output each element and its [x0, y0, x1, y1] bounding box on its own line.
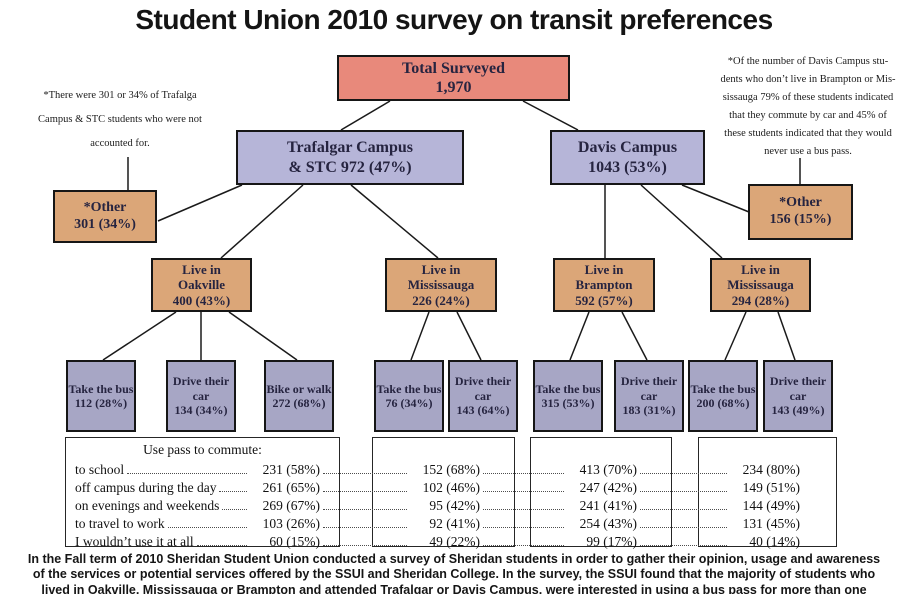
- box-mode-bike-walk-oakville: Bike or walk 272 (68%): [264, 360, 334, 432]
- footnote-davis: *Of the number of Davis Campus stu- dent…: [720, 56, 896, 158]
- dot-leader: [323, 526, 407, 528]
- dot-leader: [219, 490, 247, 492]
- box-live-brampton: Live in Brampton 592 (57%): [553, 258, 655, 312]
- table-row: off campus during the day 261 (65%) 102 …: [65, 478, 800, 496]
- dot-leader: [640, 544, 727, 546]
- row-value: 247 (42%): [579, 480, 637, 495]
- dot-leader: [483, 490, 564, 492]
- box-davis-campus: Davis Campus 1043 (53%): [550, 130, 705, 185]
- row-label: to travel to work: [75, 516, 165, 531]
- row-value: 254 (43%): [579, 516, 637, 531]
- dot-leader: [323, 508, 407, 510]
- dot-leader: [640, 490, 727, 492]
- row-value: 103 (26%): [262, 516, 320, 531]
- box-total-surveyed: Total Surveyed 1,970: [337, 55, 570, 101]
- page-title: Student Union 2010 survey on transit pre…: [135, 4, 773, 35]
- row-value: 152 (68%): [422, 462, 480, 477]
- box-mode-drive-car-oakville: Drive their car 134 (34%): [166, 360, 236, 432]
- dot-leader: [640, 508, 727, 510]
- row-value: 413 (70%): [579, 462, 637, 477]
- footer-text: In the Fall term of 2010 Sheridan Studen…: [27, 552, 881, 594]
- row-label: off campus during the day: [75, 480, 217, 495]
- row-value: 269 (67%): [262, 498, 320, 513]
- footnote-trafalgar: *There were 301 or 34% of Trafalga Campu…: [38, 90, 202, 150]
- box-mode-take-bus-mississauga-d: Take the bus 200 (68%): [688, 360, 758, 432]
- table-header: Use pass to commute:: [143, 442, 262, 457]
- table-row: to travel to work 103 (26%) 92 (41%) 254…: [65, 514, 800, 532]
- dot-leader: [483, 508, 564, 510]
- table-row: I wouldn’t use it at all 60 (15%) 49 (22…: [65, 532, 800, 550]
- row-value: 241 (41%): [579, 498, 637, 513]
- box-other-trafalgar: *Other 301 (34%): [53, 190, 157, 243]
- box-mode-take-bus-brampton: Take the bus 315 (53%): [533, 360, 603, 432]
- row-label: I wouldn’t use it at all: [75, 534, 194, 549]
- row-value: 231 (58%): [262, 462, 320, 477]
- box-live-mississauga-trafalgar: Live in Mississauga 226 (24%): [385, 258, 497, 312]
- dot-leader: [323, 544, 407, 546]
- dot-leader: [483, 544, 564, 546]
- dot-leader: [483, 526, 564, 528]
- dot-leader: [196, 544, 247, 546]
- box-live-mississauga-davis: Live in Mississauga 294 (28%): [710, 258, 811, 312]
- dot-leader: [640, 526, 727, 528]
- table-box-mississauga-trafalgar: [372, 437, 515, 547]
- box-live-oakville: Live in Oakville 400 (43%): [151, 258, 252, 312]
- row-value: 49 (22%): [429, 534, 480, 549]
- table-box-mississauga-davis: [698, 437, 837, 547]
- row-value: 102 (46%): [422, 480, 480, 495]
- table-box-brampton: [530, 437, 672, 547]
- dot-leader: [323, 490, 407, 492]
- row-value: 60 (15%): [269, 534, 320, 549]
- row-label: to school: [75, 462, 125, 477]
- row-value: 149 (51%): [742, 480, 800, 495]
- dot-leader: [127, 472, 247, 474]
- dot-leader: [222, 508, 247, 510]
- table-row: on evenings and weekends 269 (67%) 95 (4…: [65, 496, 800, 514]
- dot-leader: [640, 472, 727, 474]
- box-mode-take-bus-oakville: Take the bus 112 (28%): [66, 360, 136, 432]
- table-content: Use pass to commute: to school 231 (58%)…: [65, 442, 837, 550]
- row-value: 99 (17%): [586, 534, 637, 549]
- box-trafalgar-campus: Trafalgar Campus & STC 972 (47%): [236, 130, 464, 185]
- row-value: 95 (42%): [429, 498, 480, 513]
- row-value: 40 (14%): [749, 534, 800, 549]
- dot-leader: [167, 526, 247, 528]
- box-mode-drive-car-brampton: Drive their car 183 (31%): [614, 360, 684, 432]
- box-other-davis: *Other 156 (15%): [748, 184, 853, 240]
- box-mode-drive-car-mississauga-d: Drive their car 143 (49%): [763, 360, 833, 432]
- table-box-labels: [65, 437, 340, 547]
- row-label: on evenings and weekends: [75, 498, 220, 513]
- box-mode-drive-car-mississauga-t: Drive their car 143 (64%): [448, 360, 518, 432]
- row-value: 261 (65%): [262, 480, 320, 495]
- box-mode-take-bus-mississauga-t: Take the bus 76 (34%): [374, 360, 444, 432]
- row-value: 131 (45%): [742, 516, 800, 531]
- row-value: 92 (41%): [429, 516, 480, 531]
- row-value: 234 (80%): [742, 462, 800, 477]
- dot-leader: [483, 472, 564, 474]
- table-row: to school 231 (58%) 152 (68%) 413 (70%) …: [65, 460, 800, 478]
- row-value: 144 (49%): [742, 498, 800, 513]
- commute-table: Use pass to commute: to school 231 (58%)…: [65, 437, 837, 550]
- dot-leader: [323, 472, 407, 474]
